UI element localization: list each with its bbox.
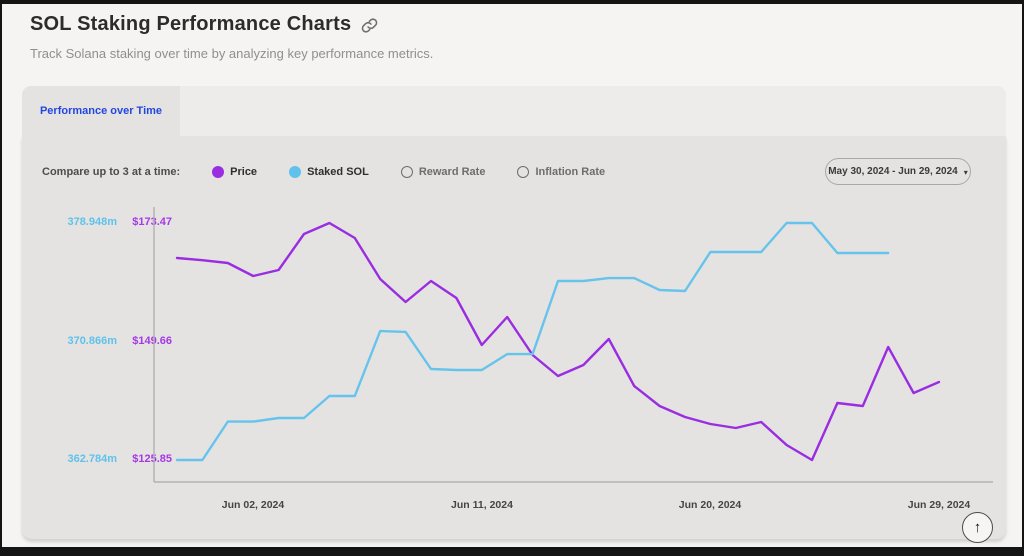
metric-label: Reward Rate	[418, 166, 486, 178]
y-tick-staked-max: 378.948m	[67, 216, 117, 228]
metric-toggle-inflation-rate[interactable]: Inflation Rate	[517, 166, 605, 178]
page: SOL Staking Performance Charts Track Sol…	[2, 4, 1022, 547]
y-tick-price-mid: $149.66	[132, 335, 172, 347]
x-tick-label: Jun 11, 2024	[451, 499, 513, 511]
y-tick-staked-mid: 370.866m	[67, 335, 117, 347]
compare-label: Compare up to 3 at a time:	[42, 166, 181, 178]
page-title: SOL Staking Performance Charts	[30, 13, 378, 36]
metric-label: Price	[230, 166, 258, 178]
tab-strip: Performance over Time	[22, 86, 1006, 136]
staked-sol-dot-icon	[289, 166, 302, 178]
x-tick-label: Jun 20, 2024	[678, 499, 742, 511]
metric-label: Staked SOL	[307, 166, 369, 178]
reward-rate-ring-icon	[400, 166, 413, 178]
page-title-text: SOL Staking Performance Charts	[30, 13, 352, 35]
inflation-rate-ring-icon	[517, 166, 530, 178]
link-icon[interactable]	[361, 17, 378, 34]
y-tick-price-min: $125.85	[132, 453, 172, 465]
tab-performance-over-time[interactable]: Performance over Time	[22, 86, 180, 136]
tab-label: Performance over Time	[39, 105, 163, 117]
metric-controls: Compare up to 3 at a time: Price Staked …	[42, 160, 605, 184]
x-tick-label: Jun 29, 2024	[907, 499, 971, 511]
metric-toggle-staked-sol[interactable]: Staked SOL	[289, 166, 369, 178]
metric-toggle-reward-rate[interactable]: Reward Rate	[400, 166, 486, 178]
metric-toggle-price[interactable]: Price	[212, 166, 257, 178]
x-tick-label: Jun 02, 2024	[221, 499, 285, 511]
page-subtitle: Track Solana staking over time by analyz…	[30, 46, 434, 61]
metric-label: Inflation Rate	[535, 166, 606, 178]
price-dot-icon	[212, 166, 225, 178]
date-range-label: May 30, 2024 - Jun 29, 2024	[828, 166, 958, 177]
arrow-up-icon: ↑	[973, 519, 982, 536]
chevron-down-icon: ▾	[963, 167, 968, 177]
date-range-selector[interactable]: May 30, 2024 - Jun 29, 2024 ▾	[825, 158, 971, 185]
scroll-to-top-button[interactable]: ↑	[962, 512, 993, 543]
y-tick-staked-min: 362.784m	[67, 453, 117, 465]
y-tick-price-max: $173.47	[132, 216, 172, 228]
